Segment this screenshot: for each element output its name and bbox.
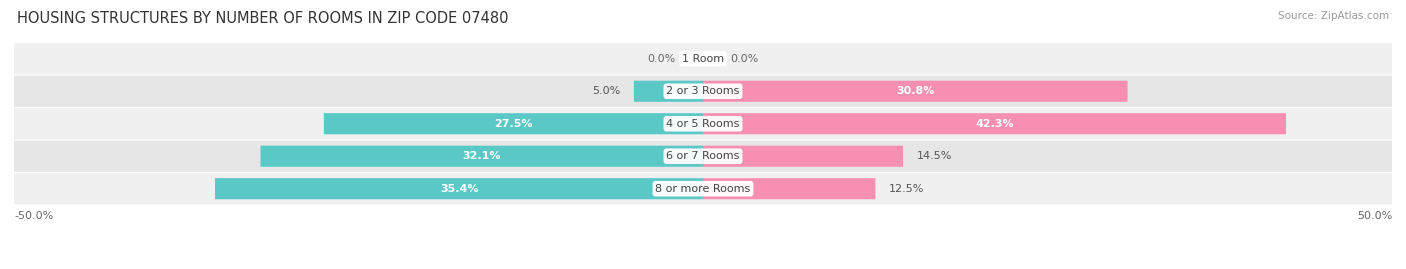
FancyBboxPatch shape xyxy=(260,146,703,167)
Text: 8 or more Rooms: 8 or more Rooms xyxy=(655,184,751,194)
Text: Source: ZipAtlas.com: Source: ZipAtlas.com xyxy=(1278,11,1389,21)
Text: 30.8%: 30.8% xyxy=(896,86,935,96)
Text: 0.0%: 0.0% xyxy=(731,54,759,64)
FancyBboxPatch shape xyxy=(14,76,1392,107)
FancyBboxPatch shape xyxy=(323,113,703,134)
Text: 42.3%: 42.3% xyxy=(976,119,1014,129)
Text: 50.0%: 50.0% xyxy=(1357,211,1392,221)
Text: 32.1%: 32.1% xyxy=(463,151,501,161)
FancyBboxPatch shape xyxy=(703,113,1286,134)
Text: 14.5%: 14.5% xyxy=(917,151,952,161)
Text: -50.0%: -50.0% xyxy=(14,211,53,221)
FancyBboxPatch shape xyxy=(14,43,1392,74)
FancyBboxPatch shape xyxy=(215,178,703,199)
FancyBboxPatch shape xyxy=(703,81,1128,102)
FancyBboxPatch shape xyxy=(14,141,1392,172)
Text: 1 Room: 1 Room xyxy=(682,54,724,64)
Text: 6 or 7 Rooms: 6 or 7 Rooms xyxy=(666,151,740,161)
Text: HOUSING STRUCTURES BY NUMBER OF ROOMS IN ZIP CODE 07480: HOUSING STRUCTURES BY NUMBER OF ROOMS IN… xyxy=(17,11,509,26)
FancyBboxPatch shape xyxy=(703,178,876,199)
FancyBboxPatch shape xyxy=(14,173,1392,204)
Text: 27.5%: 27.5% xyxy=(495,119,533,129)
FancyBboxPatch shape xyxy=(634,81,703,102)
FancyBboxPatch shape xyxy=(14,108,1392,139)
Text: 4 or 5 Rooms: 4 or 5 Rooms xyxy=(666,119,740,129)
Text: 12.5%: 12.5% xyxy=(889,184,924,194)
Text: 2 or 3 Rooms: 2 or 3 Rooms xyxy=(666,86,740,96)
FancyBboxPatch shape xyxy=(703,146,903,167)
Text: 5.0%: 5.0% xyxy=(592,86,620,96)
Text: 35.4%: 35.4% xyxy=(440,184,478,194)
Text: 0.0%: 0.0% xyxy=(647,54,675,64)
